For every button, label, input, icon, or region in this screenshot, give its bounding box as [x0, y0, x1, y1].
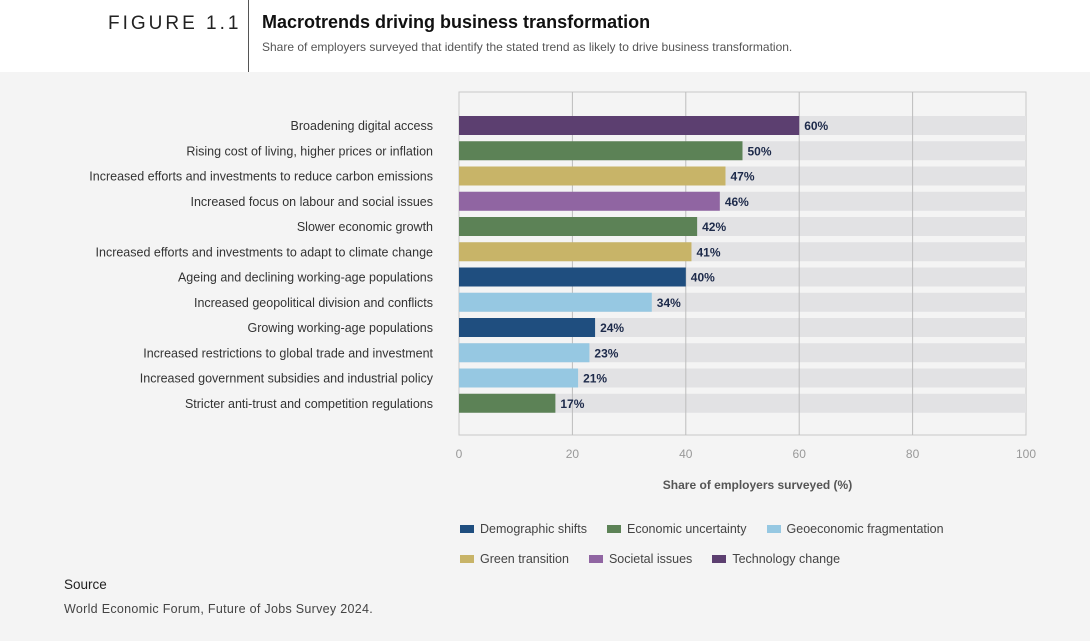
bar [459, 191, 720, 211]
bar [459, 217, 698, 236]
bar-track [459, 318, 1026, 337]
figure-header: FIGURE 1.1 Macrotrends driving business … [0, 0, 1090, 72]
legend-item: Demographic shifts [460, 522, 587, 536]
x-tick-label: 100 [1016, 447, 1036, 461]
legend-swatch [766, 525, 781, 533]
bar [459, 116, 800, 135]
source-text: World Economic Forum, Future of Jobs Sur… [64, 602, 374, 616]
category-label: Stricter anti-trust and competition regu… [185, 397, 433, 411]
bar [459, 141, 743, 161]
legend-swatch [712, 555, 727, 563]
value-label: 21% [583, 372, 607, 386]
legend-item: Societal issues [588, 552, 693, 566]
value-label: 42% [702, 220, 726, 234]
category-label: Increased restrictions to global trade a… [143, 346, 433, 360]
chart-subtitle: Share of employers surveyed that identif… [262, 40, 793, 54]
category-label: Increased government subsidies and indus… [140, 372, 434, 386]
legend-swatch [460, 525, 474, 533]
value-label: 23% [594, 346, 618, 360]
value-label: 46% [725, 195, 749, 209]
bar-track [459, 343, 1026, 363]
chart-legend: Demographic shifts Economic uncertainty Ge… [460, 522, 1020, 566]
x-tick-label: 60 [793, 447, 807, 461]
value-label: 50% [748, 144, 772, 158]
value-label: 24% [600, 321, 624, 335]
legend-item: Technology change [712, 552, 840, 566]
legend-label: Societal issues [608, 552, 693, 566]
value-label: 60% [804, 119, 828, 133]
figure-number: FIGURE 1.1 [108, 13, 242, 34]
legend-swatch [460, 555, 474, 563]
legend-swatch [588, 555, 603, 563]
bar [459, 368, 579, 388]
category-label: Increased focus on labour and social iss… [190, 195, 433, 209]
bar [459, 343, 590, 363]
source-label: Source [64, 577, 107, 592]
value-label: 40% [691, 271, 715, 285]
bar-track [459, 393, 1026, 413]
category-label: Rising cost of living, higher prices or … [186, 144, 433, 158]
category-label: Broadening digital access [291, 119, 433, 133]
legend-label: Demographic shifts [480, 522, 587, 536]
x-tick-label: 0 [456, 447, 463, 461]
value-label: 47% [730, 170, 754, 184]
x-tick-label: 20 [566, 447, 580, 461]
legend-item: Geoeconomic fragmentation [766, 522, 944, 536]
legend-label: Geoeconomic fragmentation [786, 522, 944, 536]
x-tick-label: 80 [906, 447, 920, 461]
legend-item: Green transition [460, 552, 569, 566]
header-divider [248, 0, 249, 72]
x-tick-label: 40 [679, 447, 693, 461]
category-label: Increased efforts and investments to ada… [96, 245, 434, 259]
legend-label: Economic uncertainty [627, 522, 747, 536]
bar-track [459, 368, 1026, 388]
bar [459, 393, 556, 413]
value-label: 17% [560, 397, 584, 411]
category-label: Slower economic growth [297, 220, 433, 234]
category-label: Increased geopolitical division and conf… [194, 296, 433, 310]
legend-label: Technology change [732, 552, 841, 566]
legend-label: Green transition [480, 552, 569, 566]
value-label: 34% [657, 296, 681, 310]
category-label: Increased efforts and investments to red… [89, 170, 433, 184]
value-label: 41% [696, 245, 720, 259]
legend-swatch [607, 525, 621, 533]
bar [459, 267, 686, 287]
chart-title: Macrotrends driving business transformat… [262, 12, 651, 32]
category-label: Ageing and declining working-age populat… [178, 271, 433, 285]
bar [459, 292, 652, 312]
bar [459, 166, 726, 186]
bar [459, 242, 692, 262]
legend-item: Economic uncertainty [607, 522, 747, 536]
x-axis-title: Share of employers surveyed (%) [663, 478, 852, 492]
category-label: Growing working-age populations [247, 321, 433, 335]
bar [459, 318, 596, 337]
legend-row: Demographic shifts Economic uncertainty Ge… [460, 522, 1020, 566]
